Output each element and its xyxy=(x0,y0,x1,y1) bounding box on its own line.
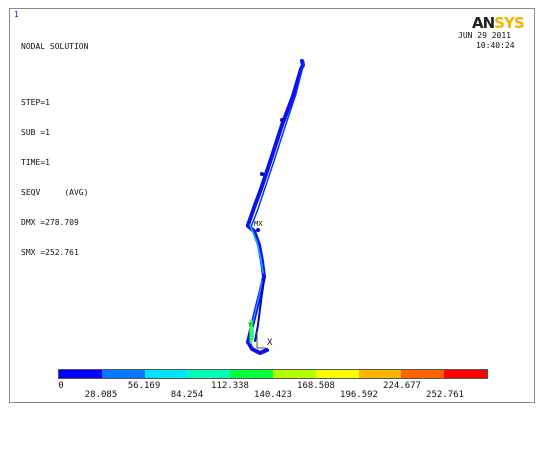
plot-date: JUN 29 2011 xyxy=(458,31,511,40)
legend-segment xyxy=(401,370,445,378)
legend-tick-label: 140.423 xyxy=(254,390,292,400)
info-step: STEP=1 xyxy=(21,98,50,107)
legend-tick-label: 224.677 xyxy=(383,381,421,391)
viewport-number: 1 xyxy=(14,10,19,19)
info-sub: SUB =1 xyxy=(21,128,50,137)
coordinate-triad: X Y xyxy=(248,322,273,349)
info-seqv: SEQV (AVG) xyxy=(21,188,89,197)
legend-segment xyxy=(315,370,359,378)
plot-title: NODAL SOLUTION xyxy=(21,42,89,51)
legend-segment xyxy=(230,370,273,378)
legend-segment xyxy=(272,370,316,378)
legend-tick-label: 0 xyxy=(58,381,64,391)
ansys-logo: ANSYS xyxy=(472,14,525,32)
frame-structure xyxy=(246,59,305,355)
info-dmx: DMX =278.709 xyxy=(21,218,79,227)
legend-tick-label: 28.085 xyxy=(84,390,118,400)
info-time: TIME=1 xyxy=(21,158,50,167)
legend-segment xyxy=(187,370,231,378)
legend-tick-label: 56.169 xyxy=(127,381,161,391)
legend-tick-label: 112.338 xyxy=(211,381,249,391)
legend-segment xyxy=(144,370,188,378)
legend-tick-label: 168.508 xyxy=(297,381,335,391)
plot-time: 10:40:24 xyxy=(476,41,515,50)
legend-segment xyxy=(358,370,402,378)
max-marker-label: MX xyxy=(254,220,263,228)
legend-tick-label: 84.254 xyxy=(170,390,204,400)
info-smx: SMX =252.761 xyxy=(21,248,79,257)
contour-legend-bar xyxy=(58,369,488,379)
graphics-window[interactable]: 1 NODAL SOLUTION STEP=1 SUB =1 TIME=1 SE… xyxy=(9,8,535,403)
legend-segment xyxy=(101,370,145,378)
legend-tick-label: 196.592 xyxy=(340,390,378,400)
solution-info-block: NODAL SOLUTION STEP=1 SUB =1 TIME=1 SEQV… xyxy=(21,22,88,278)
deformed-model-view[interactable]: MX X Y xyxy=(10,9,534,402)
legend-tick-label: 252.761 xyxy=(426,390,464,400)
triad-x-label: X xyxy=(267,338,273,348)
max-marker: MX xyxy=(254,220,263,228)
triad-y-label: Y xyxy=(248,322,252,329)
legend-segment xyxy=(444,370,487,378)
legend-segment xyxy=(59,370,102,378)
